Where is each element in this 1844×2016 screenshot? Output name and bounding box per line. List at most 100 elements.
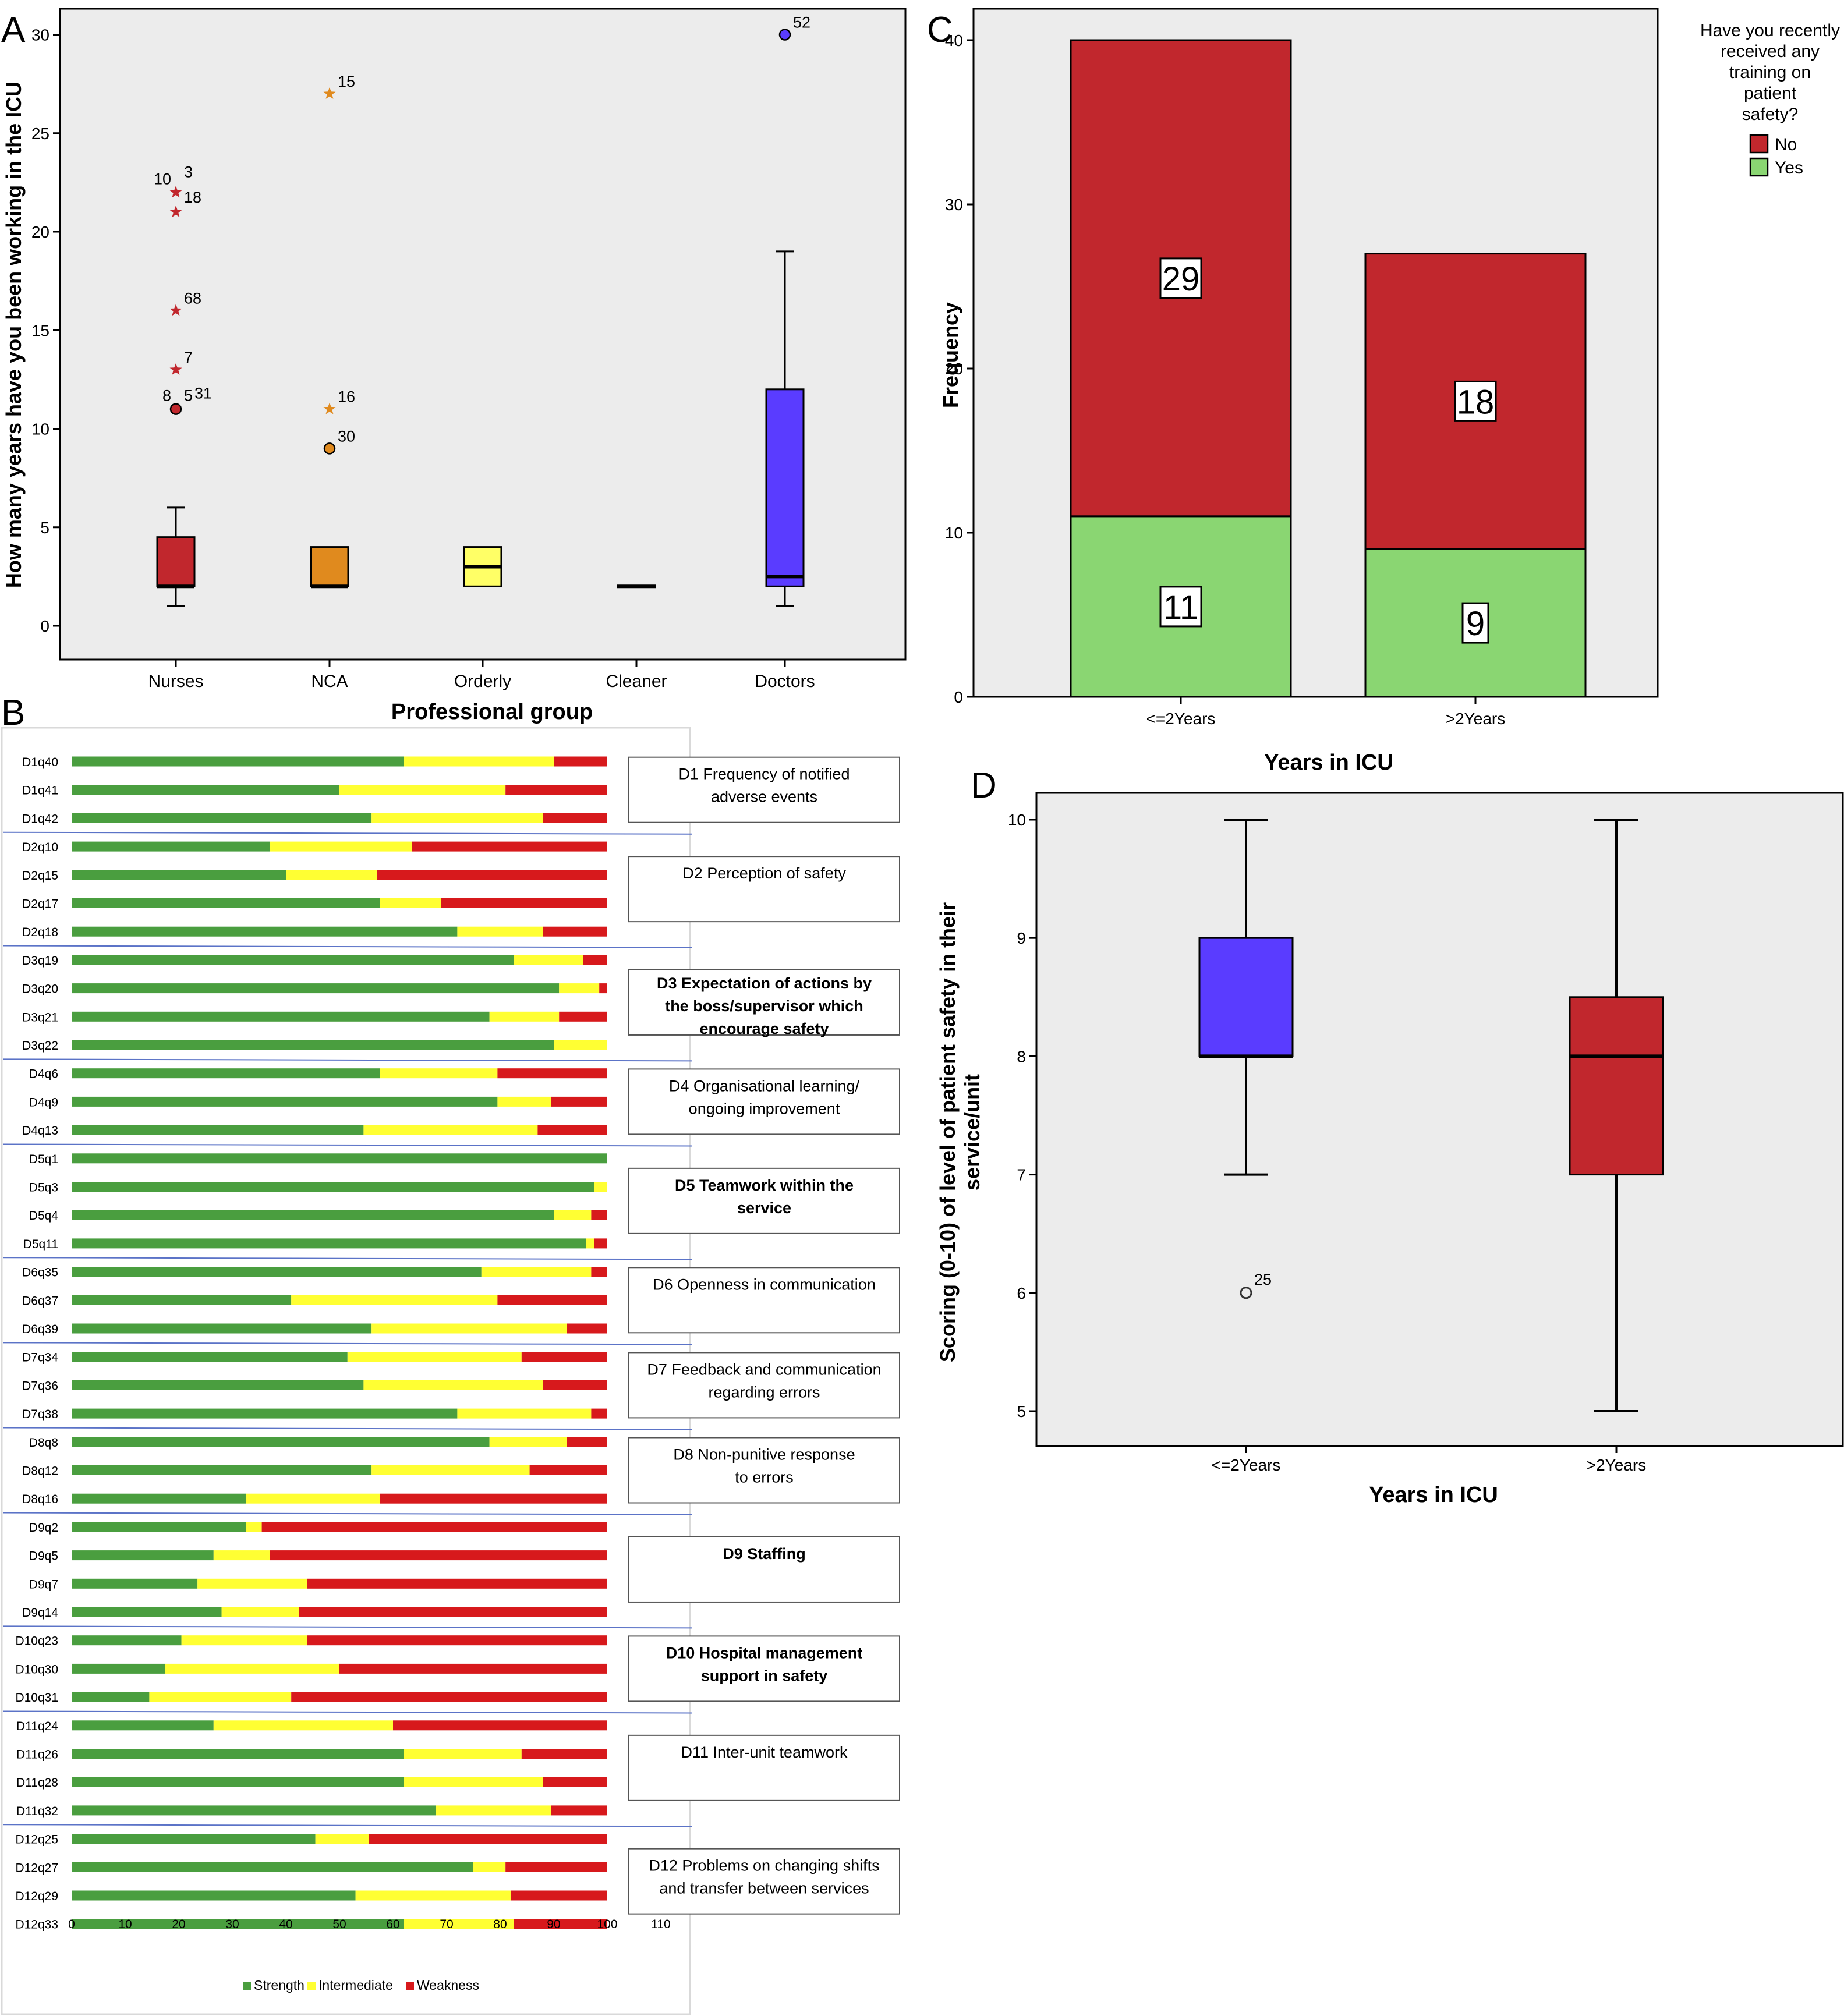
- panel-b-bar-intermediate: [489, 1011, 560, 1022]
- panel-c-legend-swatch-yes: [1749, 157, 1769, 177]
- panel-b-x-tick-label-3: 30: [225, 1918, 239, 1931]
- panel-b-dimension-text: adverse events: [711, 788, 817, 806]
- panel-b-bar-weakness: [554, 756, 607, 767]
- panel-b-bar-intermediate: [371, 1323, 567, 1334]
- panel-c-y-tick-label-3: 30: [945, 196, 963, 214]
- panel-b-bar-weakness: [497, 1068, 607, 1079]
- panel-d-y-tick-label-2: 7: [1017, 1166, 1026, 1184]
- panel-b-bar-weakness: [559, 1011, 607, 1022]
- panel-b-bar-weakness: [299, 1607, 607, 1617]
- panel-b-bar-weakness: [591, 1267, 607, 1277]
- panel-a-outlier-star: [169, 206, 182, 217]
- panel-b-bar-intermediate: [339, 785, 506, 795]
- panel-b-row-label: D2q17: [22, 898, 58, 911]
- panel-b-bar-strength: [72, 813, 372, 823]
- panel-b-row-label: D2q10: [22, 841, 58, 854]
- panel-a-outlier-label: 10: [154, 170, 171, 187]
- panel-b-row-label: D4q9: [29, 1096, 58, 1109]
- panel-b-bar-strength: [72, 1437, 490, 1447]
- panel-b-bar-weakness: [551, 1805, 607, 1816]
- panel-b-bar-weakness: [567, 1437, 607, 1447]
- panel-a-outlier-star: [323, 87, 336, 99]
- panel-c-legend-title: safety?: [1742, 105, 1799, 124]
- panel-b-bar-intermediate: [363, 1125, 538, 1135]
- panel-b-bar-intermediate: [221, 1607, 299, 1617]
- panel-b-row-label: D2q18: [22, 926, 58, 939]
- panel-d-y-tick-label-1: 6: [1017, 1284, 1026, 1302]
- panel-b-bar-strength: [72, 983, 560, 994]
- panel-b-dimension-divider: [2, 1143, 692, 1147]
- panel-b-bar-weakness: [567, 1323, 607, 1334]
- panel-b-bar-strength: [72, 1238, 586, 1249]
- panel-b-x-tick-label-10: 100: [597, 1918, 617, 1931]
- panel-b-bar-strength: [72, 1692, 150, 1702]
- panel-b-x-tick-label-4: 40: [279, 1918, 292, 1931]
- panel-a-y-tick-label-0: 0: [40, 617, 49, 635]
- panel-c-y-tick-label-2: 20: [945, 360, 963, 378]
- panel-a-box: [765, 388, 805, 587]
- panel-a-outlier-star: [169, 304, 182, 316]
- panel-b-bar-weakness: [505, 1862, 607, 1872]
- panel-b-frame: [1, 727, 691, 2015]
- panel-a-outlier-star: [169, 186, 182, 198]
- panel-c-y-tick-label-4: 40: [945, 31, 963, 49]
- panel-a-y-tick-label-2: 10: [31, 420, 49, 438]
- panel-label-c: C: [927, 10, 953, 50]
- panel-b-bar-intermediate: [213, 1550, 270, 1561]
- panel-c-y-axis-label: Frequency: [939, 302, 962, 408]
- panel-b-dimension-divider: [2, 1512, 692, 1515]
- panel-b-row-label: D9q2: [29, 1521, 58, 1535]
- panel-a-y-tick-label-6: 30: [31, 26, 49, 44]
- panel-b-dimension-box: [628, 756, 900, 823]
- panel-b-row-label: D3q19: [22, 954, 58, 968]
- panel-b-dimension-text: D10 Hospital management: [666, 1644, 863, 1661]
- panel-b-bar-intermediate: [404, 756, 554, 767]
- panel-b-dimension-text: D5 Teamwork within the: [675, 1177, 854, 1194]
- panel-b-bar-strength: [72, 870, 286, 880]
- panel-c-data-label: 29: [1162, 260, 1200, 298]
- panel-b-bar-intermediate: [270, 841, 412, 852]
- panel-c-y-tick-label-1: 10: [945, 524, 963, 542]
- panel-b-x-tick-label-9: 90: [547, 1918, 560, 1931]
- panel-c-data-label-box: [1159, 586, 1202, 628]
- panel-b-legend-swatch-weakness: [406, 1982, 414, 1990]
- panel-b-bar-strength: [72, 1040, 554, 1050]
- panel-c-legend-swatch-no: [1749, 134, 1769, 154]
- panel-b-dimension-text: D4 Organisational learning/: [669, 1077, 860, 1094]
- panel-b-dimension-text: and transfer between services: [659, 1880, 869, 1897]
- panel-b-dimension-box: [628, 856, 900, 923]
- panel-b-dimension-divider: [2, 945, 692, 948]
- panel-b-bar-intermediate: [286, 870, 377, 880]
- panel-a-outlier-label: 31: [194, 385, 212, 402]
- panel-b-bar-intermediate: [347, 1352, 522, 1362]
- panel-b-dimension-box: [628, 969, 900, 1036]
- panel-b-bar-intermediate: [497, 1096, 551, 1107]
- panel-b-dimension-text: D11 Inter-unit teamwork: [681, 1744, 848, 1761]
- panel-a-outlier-star: [323, 402, 336, 414]
- panel-d-x-tick-label: >2Years: [1587, 1456, 1647, 1474]
- panel-b-row-label: D11q28: [16, 1776, 58, 1790]
- panel-c-data-label: 18: [1457, 383, 1495, 421]
- panel-b-bar-weakness: [380, 1493, 607, 1504]
- panel-b-dimension-text: D8 Non-punitive response: [673, 1446, 855, 1464]
- panel-b-x-tick-label-11: 110: [651, 1918, 670, 1931]
- panel-b-row-label: D9q7: [29, 1578, 58, 1591]
- panel-b-bar-strength: [72, 1096, 498, 1107]
- panel-b-bar-strength: [72, 1011, 490, 1022]
- panel-b-bar-weakness: [543, 926, 607, 937]
- panel-b-dimension-box: [628, 1848, 900, 1915]
- panel-b-bar-strength: [72, 1749, 404, 1759]
- panel-a-outlier-circle: [169, 403, 182, 415]
- panel-b-row-label: D4q13: [22, 1124, 58, 1138]
- panel-c-data-label-box: [1461, 602, 1489, 644]
- panel-b-dimension-box: [628, 1536, 900, 1603]
- panel-b-row-label: D6q39: [22, 1323, 58, 1336]
- panel-b-x-tick-label-7: 70: [440, 1918, 453, 1931]
- panel-b-dimension-box: [628, 1734, 900, 1801]
- panel-a-outlier-label: 18: [184, 189, 201, 206]
- panel-b-bar-strength: [72, 1607, 222, 1617]
- panel-a-outlier-label: 5: [184, 387, 193, 405]
- panel-a-x-tick-label: Doctors: [755, 672, 815, 691]
- panel-d-x-axis-label: Years in ICU: [1369, 1483, 1498, 1507]
